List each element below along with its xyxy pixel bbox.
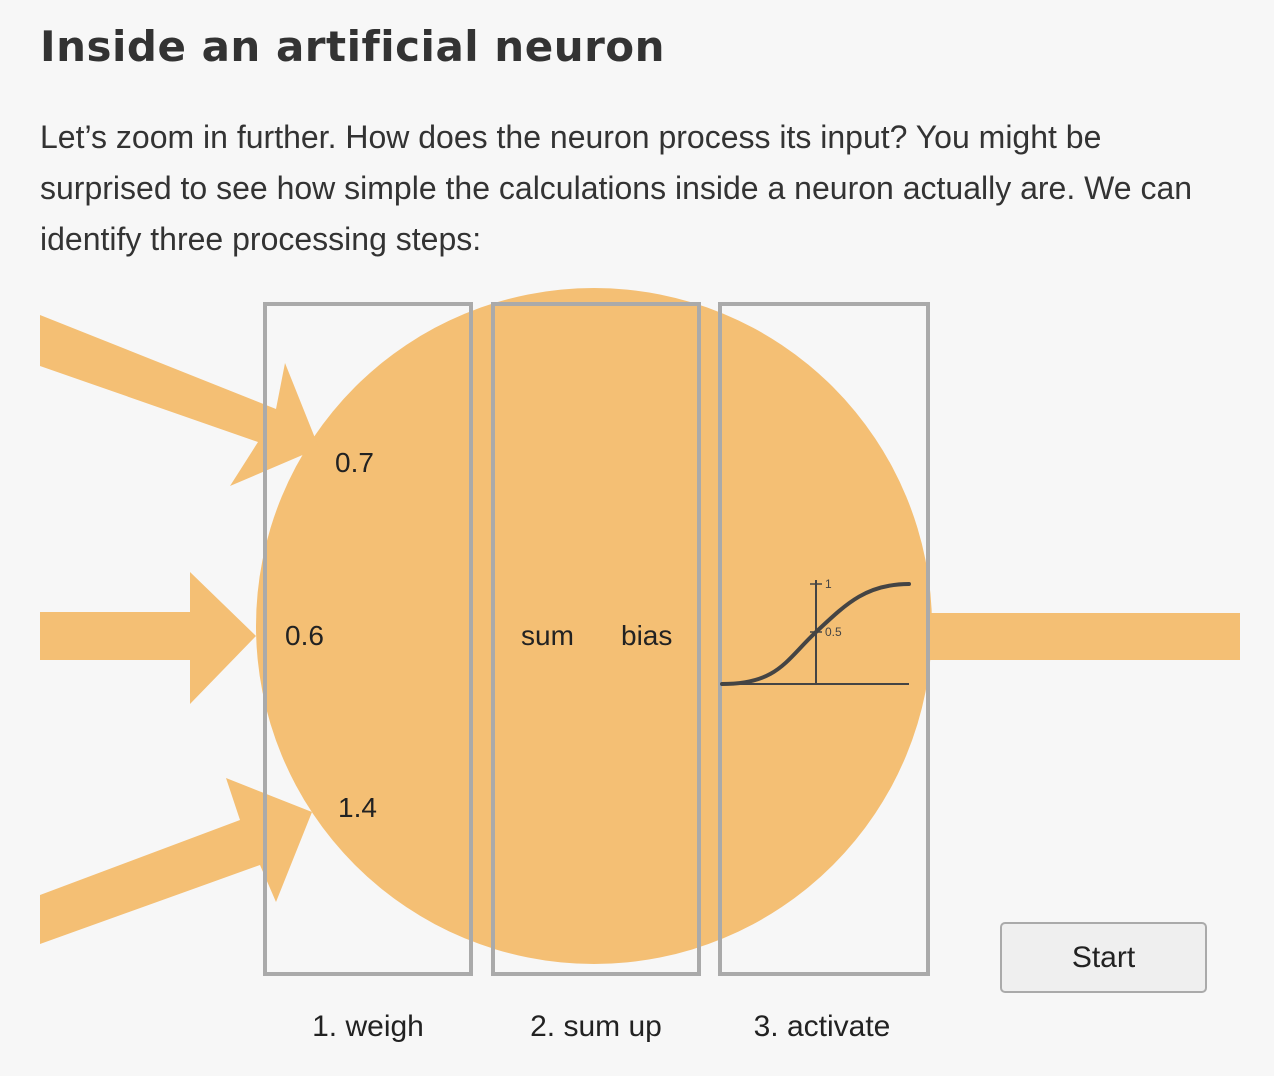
step-box-sum-up <box>491 302 701 976</box>
weight-label-bottom: 1.4 <box>338 792 377 823</box>
input-arrow-top <box>40 315 319 486</box>
bias-label: bias <box>621 620 672 651</box>
step-label-activate: 3. activate <box>754 1010 891 1043</box>
step-label-sum-up: 2. sum up <box>530 1010 662 1043</box>
start-button[interactable]: Start <box>1000 922 1207 993</box>
step-box-weigh <box>263 302 473 976</box>
sigmoid-curve <box>720 582 911 686</box>
input-arrow-middle <box>40 572 256 704</box>
page-title: Inside an artificial neuron <box>40 22 666 71</box>
intro-paragraph: Let’s zoom in further. How does the neur… <box>40 119 1193 257</box>
step-box-activate <box>718 302 930 976</box>
input-arrow-bottom <box>40 778 312 944</box>
step-label-weigh: 1. weigh <box>312 1010 424 1043</box>
weight-label-middle: 0.6 <box>285 620 324 651</box>
sum-label: sum <box>521 620 574 651</box>
activation-tick-label-mid: 0.5 <box>825 625 842 639</box>
output-signal <box>930 613 1240 660</box>
activation-function-plot: 1 0.5 <box>720 577 911 686</box>
neuron-body <box>256 288 932 964</box>
activation-tick-label-top: 1 <box>825 577 832 591</box>
weight-label-top: 0.7 <box>335 447 374 478</box>
